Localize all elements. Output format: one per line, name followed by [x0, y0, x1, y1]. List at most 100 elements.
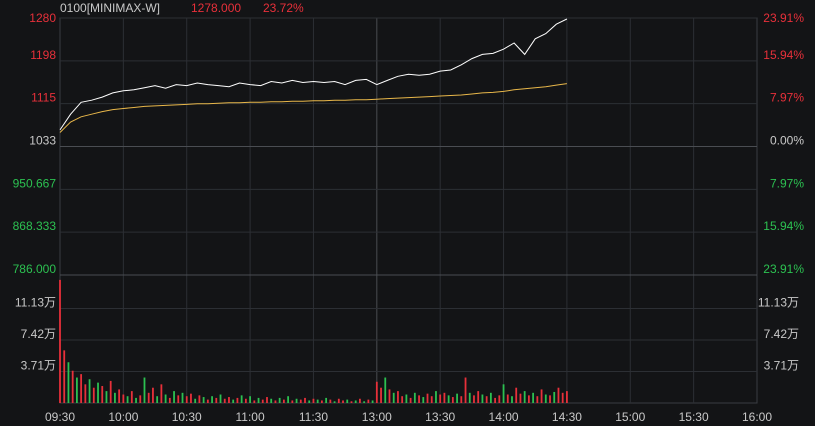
volume-bar — [194, 398, 197, 403]
time-axis-label: 10:00 — [108, 410, 138, 424]
volume-bar — [282, 399, 285, 403]
volume-bar — [375, 381, 378, 403]
time-axis-label: 15:30 — [679, 410, 709, 424]
volume-bar — [156, 396, 159, 403]
volume-bar — [532, 392, 535, 403]
volume-bar — [321, 400, 323, 403]
price-axis-label: 1033 — [29, 134, 56, 148]
volume-bar — [553, 391, 556, 403]
axis-labels: 1280 1198 1115 1033 950.667 868.333 786.000 23.… — [13, 11, 805, 424]
stock-symbol: 0100[MINIMAX-W] — [60, 1, 160, 15]
volume-bar — [464, 377, 467, 403]
volume-bar — [304, 397, 306, 403]
volume-bar — [270, 398, 273, 403]
volume-bar — [549, 395, 551, 403]
volume-bar — [147, 392, 150, 403]
change-percent: 23.72% — [263, 1, 304, 15]
time-axis-label: 13:30 — [425, 410, 455, 424]
volume-bar — [506, 394, 509, 403]
pct-axis-label: 0.00% — [770, 134, 804, 148]
volume-bar — [451, 397, 454, 403]
volume-bar — [443, 392, 446, 403]
volume-bar — [244, 398, 247, 403]
volume-bar — [380, 387, 382, 403]
price-axis-label: 1115 — [31, 91, 56, 105]
volume-bar — [384, 377, 387, 403]
volume-bar — [232, 399, 235, 403]
volume-bar — [329, 399, 332, 403]
time-axis-label: 10:30 — [172, 410, 202, 424]
volume-bar — [135, 397, 137, 403]
volume-bar — [143, 377, 146, 403]
volume-bar — [236, 397, 239, 403]
volume-bar — [519, 393, 522, 403]
volume-bar — [173, 391, 175, 403]
volume-bar — [430, 396, 433, 403]
time-axis-label: 09:30 — [45, 410, 75, 424]
volume-bar — [105, 391, 108, 403]
volume-bar — [215, 397, 218, 403]
volume-bar — [489, 392, 492, 403]
volume-bar — [544, 394, 547, 403]
volume-bar — [481, 394, 484, 403]
volume-bar — [274, 400, 277, 403]
volume-bar — [278, 397, 281, 403]
volume-bar — [240, 395, 243, 403]
volume-axis-label-right: 7.42万 — [764, 327, 799, 341]
volume-bar — [190, 393, 192, 403]
time-axis-label: 14:30 — [552, 410, 582, 424]
volume-bar — [198, 395, 201, 403]
volume-bar — [114, 392, 116, 403]
volume-bar — [266, 397, 268, 403]
volume-bar — [346, 399, 349, 403]
volume-bar — [473, 395, 475, 403]
time-axis-label: 11:30 — [299, 410, 328, 424]
volume-bar — [97, 382, 99, 403]
volume-bar — [456, 393, 458, 403]
time-axis-label: 15:00 — [615, 410, 645, 424]
pct-axis-label: 7.97% — [770, 176, 804, 190]
volume-bar — [523, 391, 526, 403]
volume-bar — [540, 389, 543, 403]
volume-bar — [515, 387, 518, 403]
pct-axis-label: 23.91% — [763, 11, 804, 25]
volume-bar — [291, 400, 294, 403]
volume-bar — [312, 398, 315, 403]
volume-bar — [139, 395, 142, 403]
price-axis-label: 1198 — [30, 48, 56, 62]
volume-bar — [325, 397, 328, 403]
volume-bar — [354, 400, 357, 403]
price-axis-label: 868.333 — [13, 219, 57, 233]
volume-bar — [494, 397, 496, 403]
volume-bar — [299, 399, 302, 403]
volume-bar — [261, 399, 264, 403]
volume-bar — [122, 394, 125, 403]
price-axis-label: 786.000 — [13, 262, 57, 276]
volume-bar — [477, 391, 480, 403]
volume-bar — [405, 394, 408, 403]
volume-bar — [333, 401, 336, 403]
volume-bar — [211, 396, 213, 403]
volume-bar — [350, 401, 353, 403]
pct-axis-label: 7.97% — [770, 91, 804, 105]
pct-axis-label: 23.91% — [763, 262, 804, 276]
pct-axis-label: 15.94% — [763, 48, 804, 62]
time-axis-label: 11:00 — [236, 410, 265, 424]
volume-bar — [88, 379, 91, 403]
volume-axis-label: 7.42万 — [21, 327, 56, 341]
time-axis-label: 14:00 — [489, 410, 519, 424]
volume-bar — [485, 396, 488, 403]
volume-bar — [177, 395, 180, 403]
average-price-line — [59, 83, 567, 133]
volume-bar — [253, 400, 256, 403]
volume-bar — [337, 398, 340, 403]
volume-bar — [557, 387, 560, 403]
volume-bar — [59, 279, 61, 403]
volume-bar — [371, 400, 374, 403]
volume-bar — [527, 395, 530, 403]
volume-axis-label-right: 11.13万 — [758, 296, 799, 310]
volume-bar — [130, 391, 133, 403]
chart-grid — [59, 17, 758, 404]
volume-bar — [502, 384, 505, 403]
